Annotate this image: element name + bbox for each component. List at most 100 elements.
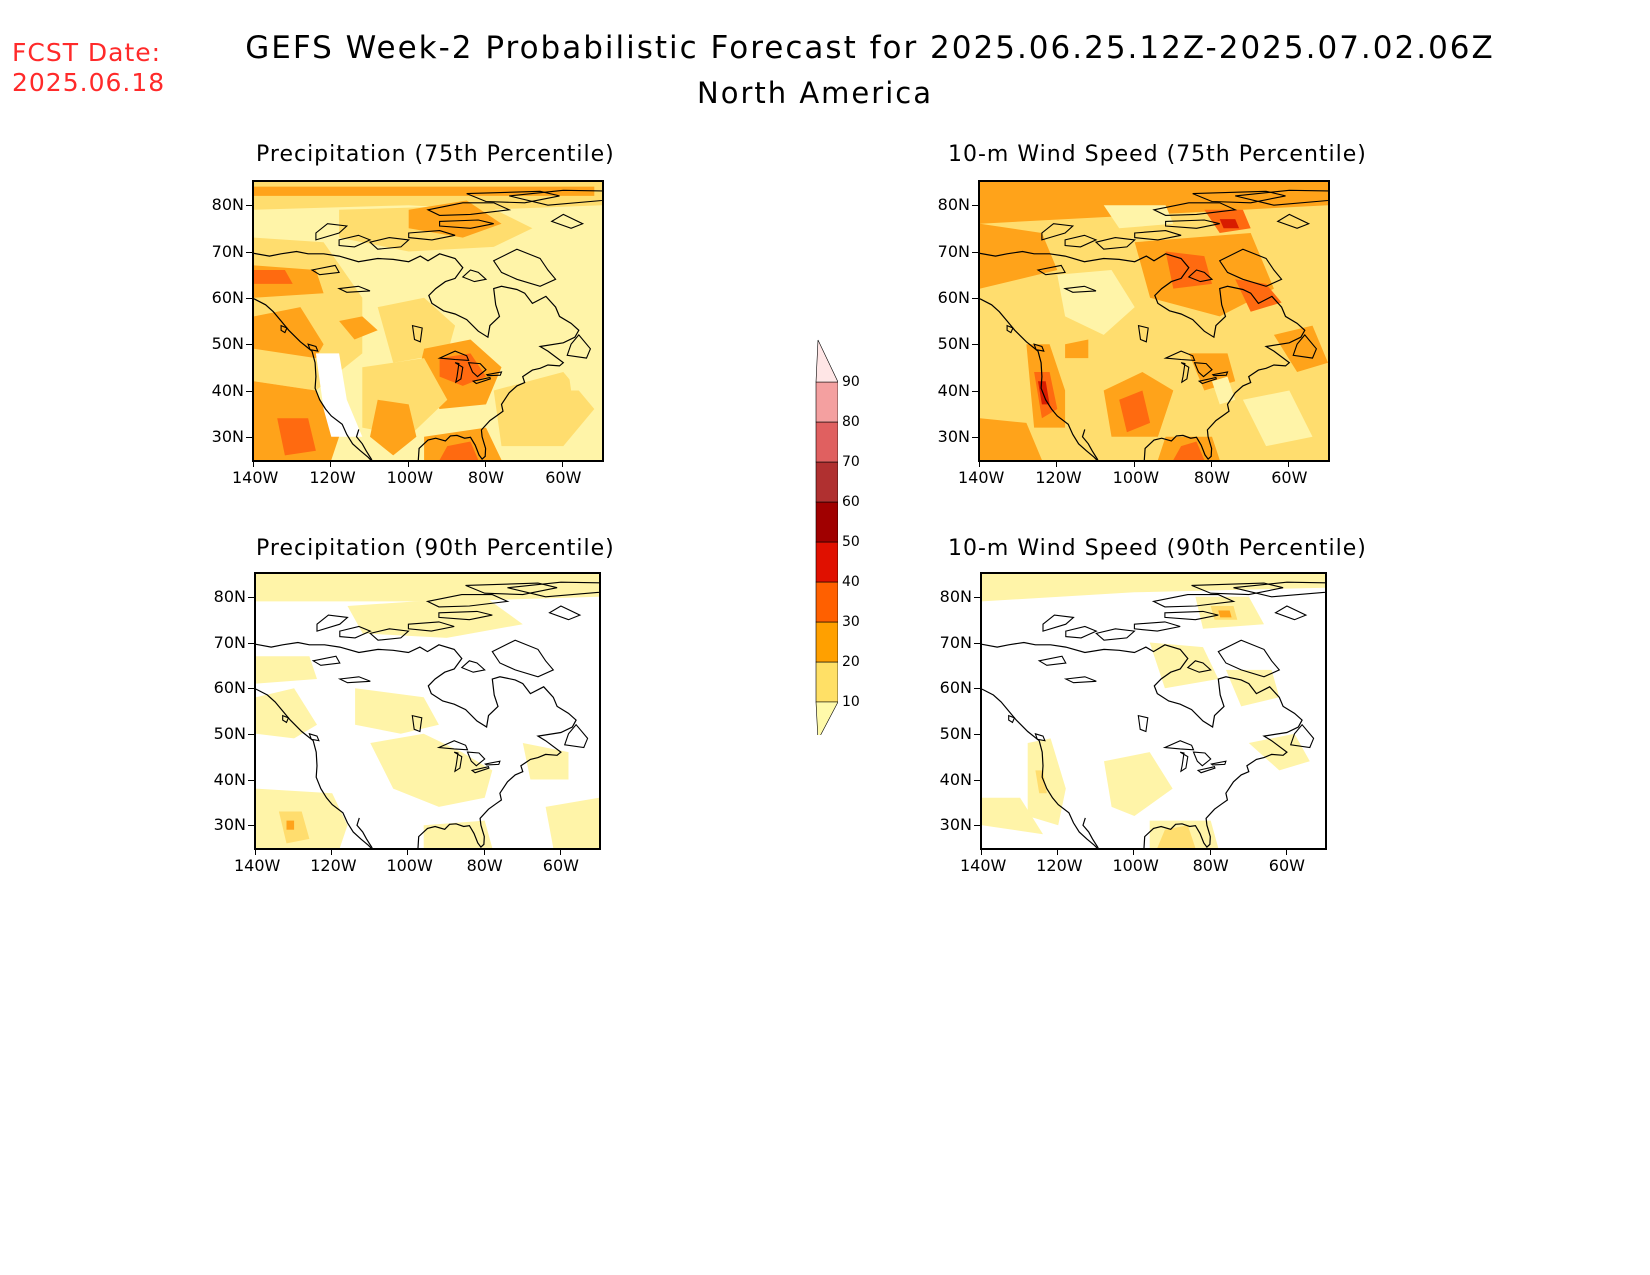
lat-tick-label: 40N <box>213 769 246 789</box>
lat-tick-label: 50N <box>211 334 244 354</box>
coastline <box>1037 655 1067 666</box>
coastline <box>1217 639 1281 678</box>
colorbar-label: 40 <box>842 574 860 590</box>
lon-tick <box>407 462 409 467</box>
lon-tick-label: 80W <box>467 468 505 487</box>
probability-contour <box>355 688 439 734</box>
coastline <box>1192 190 1286 204</box>
lat-tick-label: 70N <box>939 632 972 652</box>
coastline <box>1137 714 1149 733</box>
lon-tick-label: 60W <box>1271 468 1308 487</box>
coastline <box>408 230 456 241</box>
probability-contour <box>256 574 599 602</box>
colorbar-segment <box>815 421 838 463</box>
coastline <box>1191 582 1284 596</box>
coastline <box>355 429 373 460</box>
colorbar <box>815 339 838 735</box>
coastline <box>509 189 602 206</box>
page-subtitle: North America <box>697 76 933 110</box>
probability-contour <box>254 307 324 359</box>
coastline <box>466 751 486 767</box>
coastline <box>307 343 319 352</box>
probability-contour <box>1027 738 1066 826</box>
lon-tick <box>1288 462 1290 467</box>
lon-tick <box>1133 462 1135 467</box>
coastline <box>1082 817 1099 848</box>
map-precipitation-75 <box>252 180 604 462</box>
lat-tick-label: 40N <box>939 769 972 789</box>
lat-tick-label: 30N <box>937 426 970 446</box>
colorbar-low-extension <box>815 701 838 735</box>
coastline <box>460 660 486 673</box>
coastline <box>1162 740 1195 751</box>
coastline <box>1192 751 1212 767</box>
coastline <box>337 285 371 293</box>
lat-tick <box>248 642 254 644</box>
lon-tick-label: 80W <box>1192 856 1229 875</box>
lat-tick <box>972 205 978 207</box>
lon-tick-label: 140W <box>960 856 1007 875</box>
coastline <box>566 334 592 359</box>
forecast-date-value: 2025.06.18 <box>12 68 166 97</box>
lat-tick-label: 60N <box>213 678 246 698</box>
coastline <box>411 714 423 733</box>
forecast-date-block: FCST Date: 2025.06.18 <box>12 38 165 98</box>
lat-tick <box>246 205 252 207</box>
coastline <box>548 605 582 621</box>
lon-tick-label: 80W <box>466 856 503 875</box>
probability-contour <box>347 596 523 638</box>
map-canvas <box>256 574 599 848</box>
lat-tick <box>972 297 978 299</box>
coastline <box>425 594 510 608</box>
coastline <box>507 581 599 598</box>
map-precipitation-90 <box>254 572 601 850</box>
coastline <box>563 723 589 749</box>
lat-tick <box>246 344 252 346</box>
coastline <box>1065 625 1098 639</box>
coastline <box>1218 248 1283 287</box>
colorbar-label: 60 <box>842 494 860 510</box>
probability-contour <box>423 820 493 848</box>
coastline <box>550 213 585 229</box>
coastline <box>1063 285 1097 293</box>
lon-tick <box>330 462 332 467</box>
probability-contour <box>980 418 1042 460</box>
lon-tick-label: 120W <box>1036 856 1083 875</box>
lat-tick-label: 60N <box>939 678 972 698</box>
probability-contour <box>408 200 502 238</box>
coastline <box>1274 605 1308 621</box>
lat-tick <box>972 344 978 346</box>
coastline <box>1163 350 1196 362</box>
lon-tick-label: 120W <box>310 856 357 875</box>
coastline <box>485 371 503 377</box>
map-canvas <box>254 182 602 460</box>
coastline <box>1042 614 1075 632</box>
probability-contour <box>1065 339 1089 359</box>
coastline <box>1008 714 1016 724</box>
lat-tick-label: 40N <box>937 380 970 400</box>
colorbar-label: 90 <box>842 374 860 390</box>
lon-tick <box>1133 850 1135 855</box>
lat-tick-label: 50N <box>937 334 970 354</box>
coastline <box>980 250 1306 460</box>
lon-tick <box>981 850 982 855</box>
coastline <box>256 641 577 848</box>
coastline <box>310 264 340 276</box>
lon-tick-label: 100W <box>1112 468 1160 487</box>
probability-contour <box>1219 219 1240 229</box>
probability-contour <box>545 797 599 848</box>
colorbar-high-extension <box>815 339 838 383</box>
lon-tick-label: 60W <box>542 856 579 875</box>
coastline <box>461 269 488 283</box>
forecast-date-label: FCST Date: <box>12 38 162 67</box>
coastline <box>280 324 288 334</box>
coastline <box>1036 264 1066 276</box>
colorbar-segment <box>815 381 838 423</box>
lat-tick-label: 50N <box>213 723 246 743</box>
coastline <box>368 237 410 250</box>
lon-tick-label: 100W <box>386 468 434 487</box>
lat-tick <box>974 779 980 781</box>
coastline <box>339 625 372 639</box>
coastline <box>436 740 469 751</box>
probability-contour <box>522 743 569 780</box>
